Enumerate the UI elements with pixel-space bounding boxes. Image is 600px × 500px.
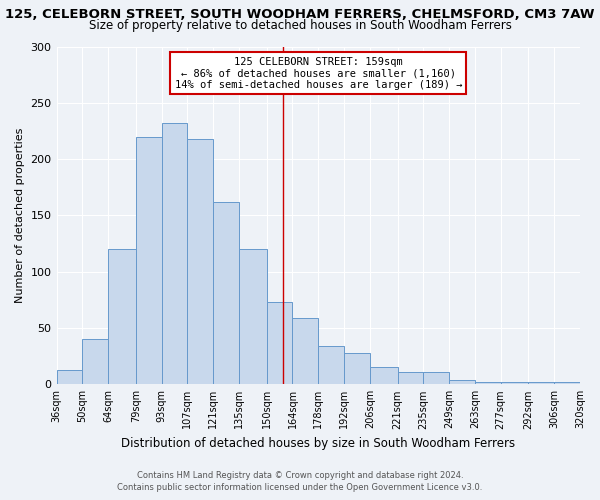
Bar <box>475 382 501 384</box>
Bar <box>344 353 370 384</box>
Bar <box>370 368 398 384</box>
Bar <box>82 340 108 384</box>
Y-axis label: Number of detached properties: Number of detached properties <box>15 128 25 303</box>
Bar <box>501 382 529 384</box>
Bar <box>239 249 266 384</box>
Bar <box>529 382 554 384</box>
Text: Size of property relative to detached houses in South Woodham Ferrers: Size of property relative to detached ho… <box>89 18 511 32</box>
Bar <box>292 318 318 384</box>
Bar <box>554 382 580 384</box>
Bar <box>449 380 475 384</box>
X-axis label: Distribution of detached houses by size in South Woodham Ferrers: Distribution of detached houses by size … <box>121 437 515 450</box>
Bar <box>266 302 292 384</box>
Bar <box>424 372 449 384</box>
Bar <box>318 346 344 385</box>
Bar <box>213 202 239 384</box>
Bar <box>56 370 82 384</box>
Bar <box>108 249 136 384</box>
Bar <box>161 123 187 384</box>
Bar <box>136 136 161 384</box>
Text: 125 CELEBORN STREET: 159sqm
← 86% of detached houses are smaller (1,160)
14% of : 125 CELEBORN STREET: 159sqm ← 86% of det… <box>175 56 462 90</box>
Bar <box>187 139 213 384</box>
Text: 125, CELEBORN STREET, SOUTH WOODHAM FERRERS, CHELMSFORD, CM3 7AW: 125, CELEBORN STREET, SOUTH WOODHAM FERR… <box>5 8 595 20</box>
Text: Contains HM Land Registry data © Crown copyright and database right 2024.
Contai: Contains HM Land Registry data © Crown c… <box>118 471 482 492</box>
Bar <box>398 372 424 384</box>
